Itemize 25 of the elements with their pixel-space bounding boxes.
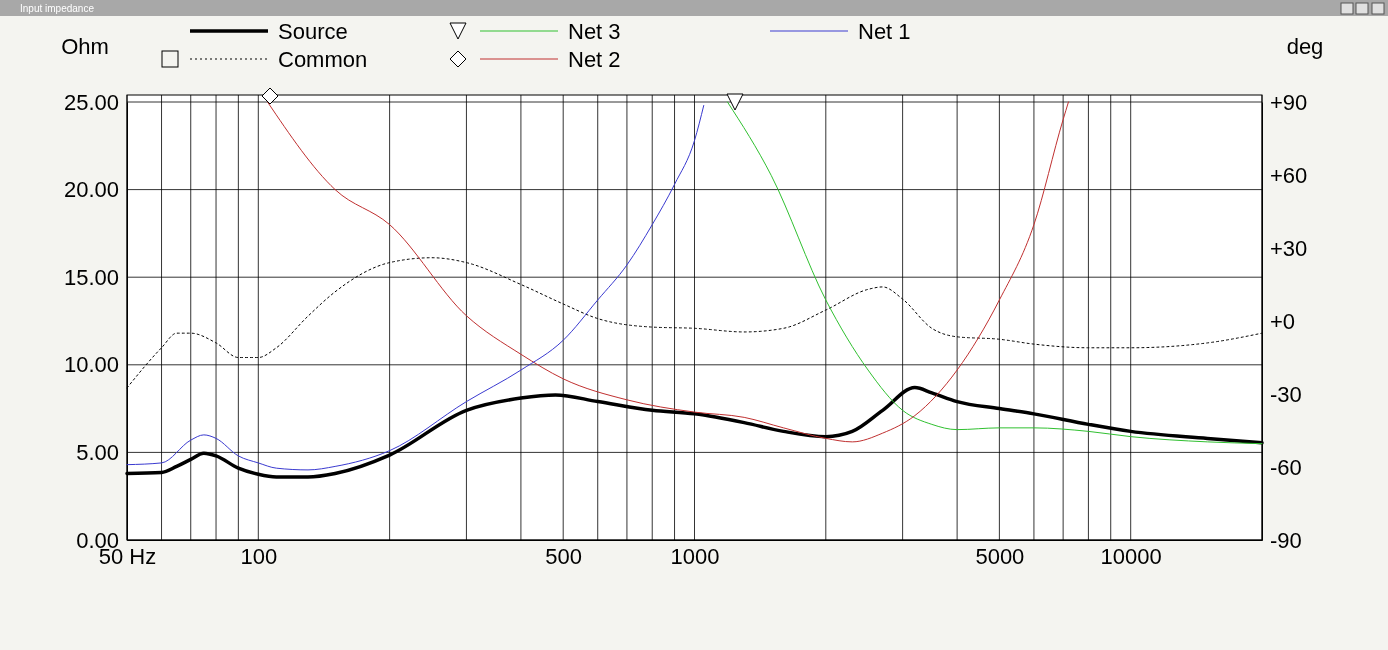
y2-tick-label: +60 bbox=[1270, 162, 1308, 188]
chart-title: Input impedance bbox=[20, 3, 95, 14]
x-tick-label: 1000 bbox=[670, 543, 720, 569]
y2-tick-label: -60 bbox=[1270, 454, 1302, 480]
x-tick-label: 100 bbox=[240, 543, 278, 569]
legend-label: Net 1 bbox=[858, 19, 911, 44]
legend-label: Net 3 bbox=[568, 19, 621, 44]
y-tick-label: 10.00 bbox=[63, 352, 119, 378]
legend-label: Source bbox=[278, 19, 348, 44]
y2-tick-label: +30 bbox=[1270, 235, 1308, 261]
y2-tick-label: +90 bbox=[1270, 89, 1308, 115]
y-tick-label: 25.00 bbox=[63, 89, 119, 115]
legend-label: Net 2 bbox=[568, 47, 621, 72]
y-tick-label: 15.00 bbox=[63, 264, 119, 290]
y-tick-label: 5.00 bbox=[76, 439, 119, 465]
y2-tick-label: +0 bbox=[1270, 308, 1296, 334]
x-tick-label: 5000 bbox=[975, 543, 1025, 569]
y2-axis-title: deg bbox=[1286, 34, 1324, 59]
y2-tick-label: -30 bbox=[1270, 381, 1302, 407]
legend-label: Common bbox=[278, 47, 368, 72]
y-tick-label: 20.00 bbox=[63, 177, 119, 203]
y-axis-title: Ohm bbox=[61, 34, 109, 59]
y2-tick-label: -90 bbox=[1270, 527, 1302, 553]
x-tick-label: 10000 bbox=[1100, 543, 1162, 569]
x-tick-label: 500 bbox=[545, 543, 583, 569]
